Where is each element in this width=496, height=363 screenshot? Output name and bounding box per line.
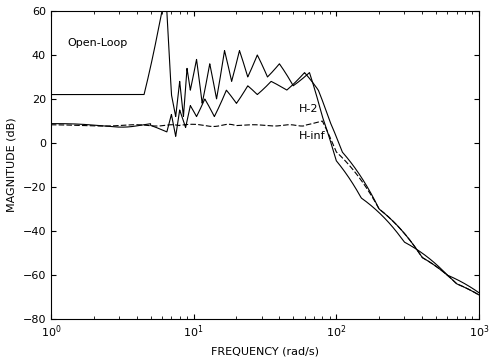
X-axis label: FREQUENCY (rad/s): FREQUENCY (rad/s) xyxy=(211,346,319,356)
Text: H-2: H-2 xyxy=(299,104,318,114)
Y-axis label: MAGNITUDE (dB): MAGNITUDE (dB) xyxy=(7,118,17,212)
Text: H-inf: H-inf xyxy=(299,131,326,140)
Text: Open-Loop: Open-Loop xyxy=(67,38,127,48)
